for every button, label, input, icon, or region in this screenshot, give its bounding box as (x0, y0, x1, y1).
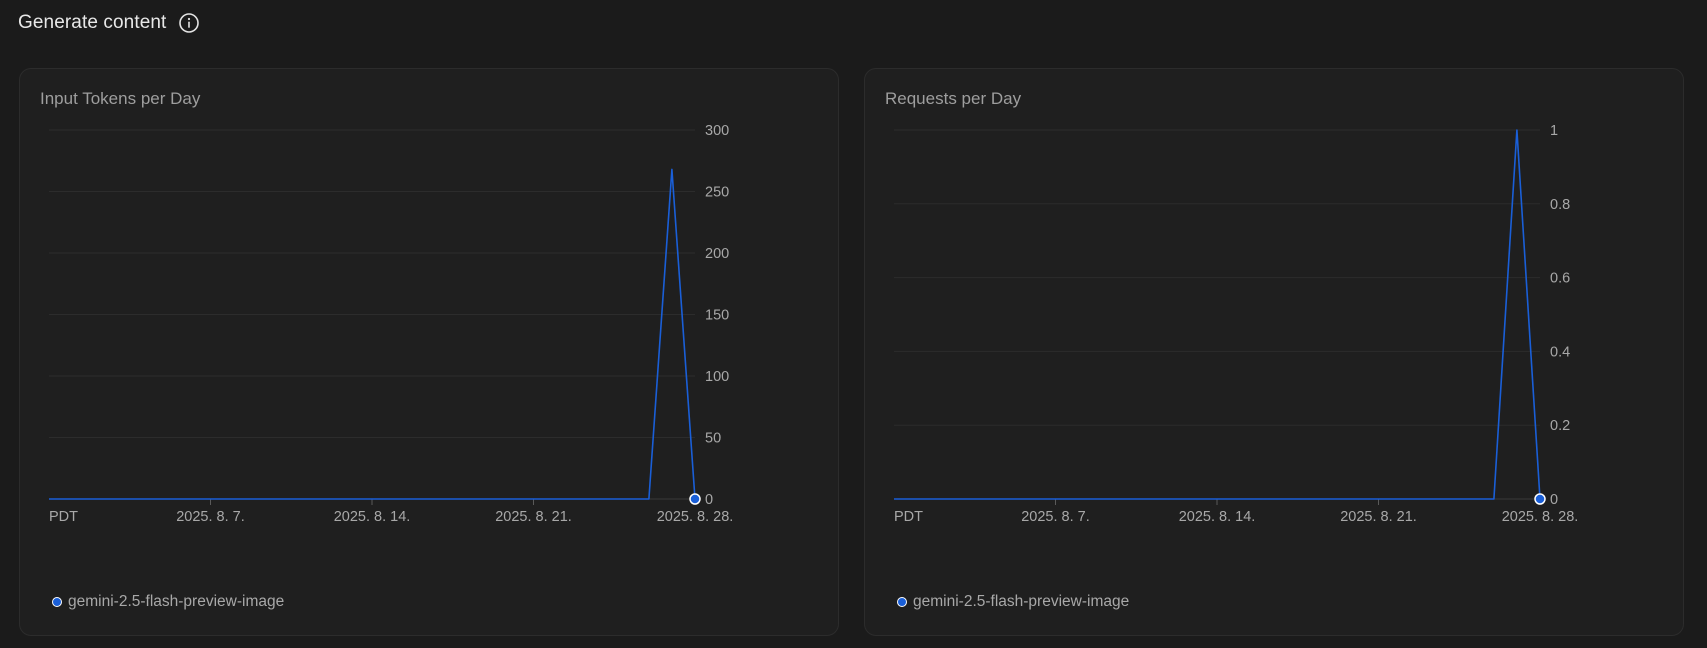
y-tick-label: 200 (705, 246, 729, 262)
chart-card-requests: Requests per Day 0 0.2 0.4 0.6 0.8 1 PDT 2025. … (864, 68, 1684, 636)
legend-marker-icon (897, 597, 907, 607)
x-tick-label: 2025. 8. 14. (1179, 509, 1256, 525)
x-tick-label: 2025. 8. 14. (334, 509, 411, 525)
legend-marker-icon (52, 597, 62, 607)
page-title: Generate content (18, 12, 167, 33)
input-tokens-chart: 0 50 100 150 200 250 300 PDT 2025. 8. 7. 2025. 8.… (49, 123, 734, 525)
y-tick-label: 0.2 (1550, 418, 1570, 434)
legend-item[interactable]: gemini-2.5-flash-preview-image (897, 593, 1129, 611)
y-tick-label: 0 (1550, 492, 1558, 508)
x-tick-label: 2025. 8. 28. (1502, 509, 1579, 525)
x-tick-label: 2025. 8. 7. (1021, 509, 1090, 525)
data-point-marker (689, 493, 701, 505)
y-tick-label: 0 (705, 492, 713, 508)
x-tick-label: 2025. 8. 28. (657, 509, 734, 525)
legend-label: gemini-2.5-flash-preview-image (913, 593, 1130, 610)
y-tick-label: 250 (705, 185, 729, 201)
y-tick-label: 300 (705, 123, 729, 139)
timezone-label: PDT (49, 509, 78, 525)
chart-title: Requests per Day (885, 89, 1022, 108)
y-tick-label: 0.8 (1550, 197, 1570, 213)
y-tick-label: 0.4 (1550, 344, 1570, 360)
y-tick-label: 50 (705, 431, 721, 447)
requests-chart: 0 0.2 0.4 0.6 0.8 1 PDT 2025. 8. 7. 2025. 8. 14.… (894, 123, 1579, 525)
page-header: Generate content (18, 10, 200, 36)
legend-item[interactable]: gemini-2.5-flash-preview-image (52, 593, 284, 611)
y-tick-label: 1 (1550, 123, 1558, 139)
x-tick-label: 2025. 8. 7. (176, 509, 245, 525)
legend-label: gemini-2.5-flash-preview-image (68, 593, 285, 610)
series-line (894, 129, 1541, 500)
y-tick-label: 100 (705, 369, 729, 385)
x-tick-label: 2025. 8. 21. (495, 509, 572, 525)
y-tick-label: 150 (705, 308, 729, 324)
y-tick-label: 0.6 (1550, 271, 1570, 287)
chart-card-input-tokens: Input Tokens per Day 0 50 100 150 200 250 300 P… (19, 68, 839, 636)
info-circle-icon[interactable] (178, 12, 200, 34)
chart-title: Input Tokens per Day (40, 89, 201, 108)
x-tick-label: 2025. 8. 21. (1340, 509, 1417, 525)
series-line (49, 168, 696, 500)
data-point-marker (1534, 493, 1546, 505)
timezone-label: PDT (894, 509, 923, 525)
